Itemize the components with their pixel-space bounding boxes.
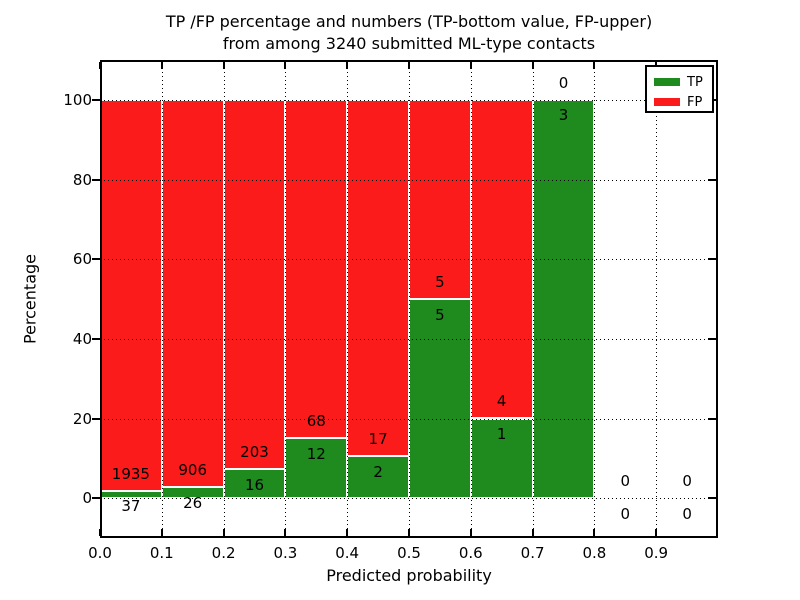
annotation-tp-1: 26: [183, 493, 203, 512]
xtick-mark-top-0.6: [469, 62, 472, 69]
chart-title-line2: from among 3240 submitted ML-type contac…: [222, 34, 596, 53]
xtick-label-0.4: 0.4: [335, 544, 360, 562]
bar-segment-fp-3: [285, 99, 348, 439]
ytick-label-100: 100: [63, 90, 92, 109]
gridline-x-0.9: [656, 60, 658, 538]
ytick-mark-right-40: [708, 337, 716, 340]
annotation-fp-5: 5: [435, 272, 445, 291]
annotation-fp-4: 17: [368, 430, 388, 449]
xtick-mark-bottom-0.5: [408, 529, 410, 536]
ytick-mark-left-0: [92, 497, 100, 500]
annotation-fp-2: 203: [240, 442, 269, 461]
annotation-fp-3: 68: [306, 412, 326, 431]
bar-segment-tp-6: [470, 418, 533, 499]
ytick-label-40: 40: [72, 329, 92, 348]
annotation-fp-6: 4: [496, 392, 507, 411]
xtick-label-0.7: 0.7: [520, 544, 545, 562]
xtick-mark-bottom-0.1: [160, 529, 163, 536]
annotation-fp-8: 0: [620, 472, 631, 491]
annotation-tp-9: 0: [682, 504, 692, 523]
ytick-label-80: 80: [72, 170, 92, 189]
annotation-tp-8: 0: [620, 504, 631, 523]
gridline-x-0.1: [161, 60, 163, 538]
ytick-mark-left-20: [92, 417, 100, 420]
xtick-label-0.9: 0.9: [644, 544, 669, 562]
annotation-fp-7: 0: [558, 73, 569, 92]
ytick-mark-left-60: [92, 258, 100, 261]
xtick-mark-bottom-0.2: [222, 529, 225, 536]
annotation-fp-0: 1935: [111, 464, 150, 483]
gridline-x-0.6: [470, 60, 472, 538]
xtick-mark-bottom-0.8: [593, 529, 596, 536]
annotation-tp-5: 5: [435, 305, 445, 324]
ytick-mark-left-80: [92, 178, 100, 181]
ytick-label-60: 60: [72, 250, 92, 269]
fp-color-swatch: [654, 98, 680, 106]
bar-segment-tp-7: [532, 99, 595, 499]
chart-title: TP /FP percentage and numbers (TP-bottom…: [100, 11, 718, 55]
xtick-mark-bottom-0.4: [346, 529, 349, 536]
xtick-mark-top-0.4: [346, 62, 349, 69]
legend-label-fp: FP: [687, 94, 703, 110]
gridline-x-0.5: [409, 60, 410, 538]
annotation-tp-4: 2: [373, 462, 383, 481]
legend-entry-tp: TP: [654, 72, 712, 92]
annotation-tp-3: 12: [306, 444, 326, 463]
annotation-tp-0: 37: [121, 497, 141, 516]
xtick-mark-top-0.8: [593, 62, 596, 69]
gridline-x-0.7: [532, 60, 534, 538]
ytick-label-20: 20: [72, 409, 92, 428]
ytick-mark-right-0: [708, 497, 716, 500]
ytick-mark-right-20: [708, 417, 716, 420]
gridline-x-0.3: [285, 60, 287, 538]
gridline-x-0.4: [347, 60, 349, 538]
annotation-fp-1: 906: [178, 460, 207, 479]
bar-segment-fp-5: [409, 99, 471, 299]
ytick-label-0: 0: [82, 489, 92, 508]
tp-color-swatch: [654, 78, 680, 86]
xtick-mark-bottom-0.6: [469, 529, 472, 536]
xtick-label-0.0: 0.0: [88, 544, 112, 562]
xtick-label-0.2: 0.2: [211, 544, 236, 562]
gridline-x-0.2: [223, 60, 225, 538]
bar-segment-fp-1: [161, 99, 224, 488]
chart-title-line1: TP /FP percentage and numbers (TP-bottom…: [165, 12, 653, 31]
legend: TP FP: [645, 65, 714, 113]
bar-segment-tp-5: [409, 299, 471, 499]
y-axis-label: Percentage: [20, 253, 40, 345]
xtick-label-0.1: 0.1: [149, 544, 174, 562]
bar-segment-fp-4: [347, 99, 409, 457]
legend-entry-fp: FP: [654, 92, 712, 112]
bar-segment-fp-0: [100, 99, 162, 491]
annotation-tp-6: 1: [496, 425, 507, 444]
xtick-mark-top-0.3: [284, 62, 287, 69]
xtick-mark-bottom-0: [99, 529, 101, 536]
xtick-label-0.6: 0.6: [458, 544, 483, 562]
gridline-x-0.8: [594, 60, 596, 538]
xtick-label-0.3: 0.3: [273, 544, 298, 562]
ytick-mark-left-40: [92, 337, 100, 340]
ytick-mark-right-60: [708, 258, 716, 261]
annotation-fp-9: 0: [682, 472, 692, 491]
xtick-label-0.5: 0.5: [397, 544, 421, 562]
bar-segment-fp-2: [223, 99, 286, 470]
xtick-mark-bottom-0.3: [284, 529, 287, 536]
xtick-mark-top-0.7: [531, 62, 534, 69]
annotation-tp-7: 3: [558, 106, 569, 125]
x-axis-label: Predicted probability: [326, 566, 492, 585]
xtick-label-0.8: 0.8: [582, 544, 607, 562]
xtick-mark-top-0: [99, 62, 101, 69]
ytick-mark-right-80: [708, 178, 716, 181]
xtick-mark-top-0.1: [160, 62, 163, 69]
ytick-mark-left-100: [92, 98, 100, 101]
xtick-mark-top-0.5: [408, 62, 410, 69]
xtick-mark-bottom-0.9: [655, 529, 658, 536]
xtick-mark-top-0.2: [222, 62, 225, 69]
annotation-tp-2: 16: [244, 475, 265, 494]
xtick-mark-bottom-0.7: [531, 529, 534, 536]
legend-label-tp: TP: [687, 74, 703, 90]
